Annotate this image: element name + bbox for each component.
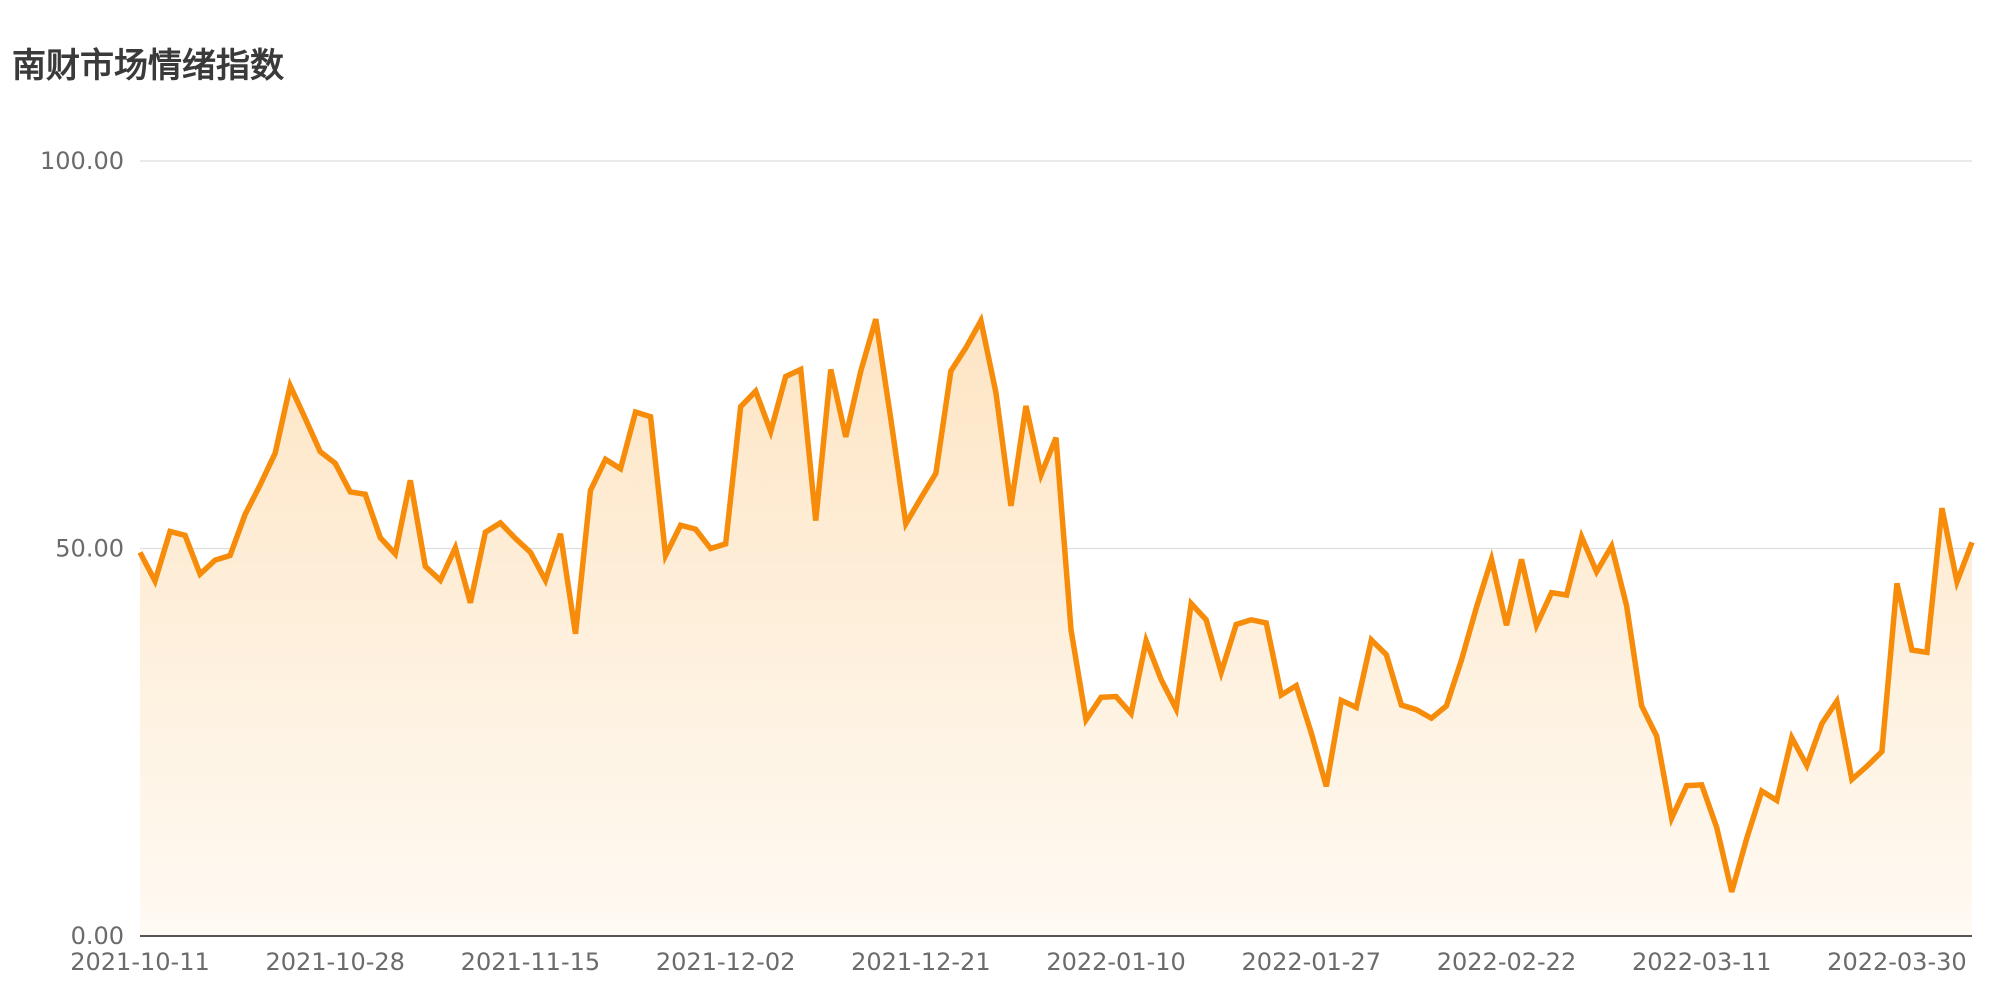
x-tick-label: 2022-02-22 xyxy=(1437,948,1576,976)
series-line xyxy=(137,312,1975,893)
series-line-path xyxy=(137,312,1975,893)
area-fill xyxy=(140,319,1972,937)
x-tick-label: 2021-10-11 xyxy=(70,948,209,976)
x-tick-label: 2021-10-28 xyxy=(265,948,404,976)
x-tick-label: 2022-03-30 xyxy=(1827,948,1966,976)
x-tick-label: 2022-01-27 xyxy=(1242,948,1381,976)
y-tick-label: 0.00 xyxy=(71,922,124,950)
x-tick-label: 2021-12-21 xyxy=(851,948,990,976)
x-tick-label: 2021-11-15 xyxy=(461,948,600,976)
y-tick-labels: 0.00 50.00 100.00 xyxy=(40,147,124,950)
x-tick-label: 2022-01-10 xyxy=(1046,948,1185,976)
x-tick-label: 2022-03-11 xyxy=(1632,948,1771,976)
y-tick-label: 50.00 xyxy=(55,535,124,563)
chart-title: 南财市场情绪指数 xyxy=(12,46,284,86)
y-tick-label: 100.00 xyxy=(40,147,124,175)
area-fill-path xyxy=(140,319,1972,937)
x-tick-labels: 2021-10-11 2021-10-28 2021-11-15 2021-12-02… xyxy=(70,948,1966,976)
x-tick-label: 2021-12-02 xyxy=(656,948,795,976)
